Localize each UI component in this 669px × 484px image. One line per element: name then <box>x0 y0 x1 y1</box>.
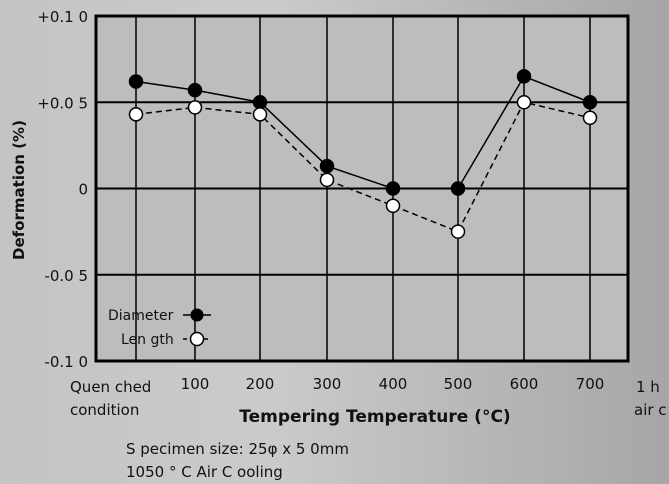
series-0-point-0 <box>128 74 144 89</box>
series-0-point-5 <box>450 181 466 196</box>
series-0-point-4 <box>385 181 401 196</box>
annotation-air: air c <box>634 401 667 419</box>
series-1-point-1 <box>187 100 203 115</box>
legend: Diameter Len gth <box>108 308 211 348</box>
series-0-point-6 <box>516 69 532 84</box>
series-line-0 <box>135 75 591 190</box>
series-1-point-0 <box>128 107 144 122</box>
series-line-1 <box>135 101 591 233</box>
y-tick-labels: +0.1 0 +0.0 5 0 -0.0 5 -0.1 0 <box>37 8 88 371</box>
series-0-point-1 <box>187 82 203 98</box>
annotation-1h: 1 h <box>636 378 660 396</box>
y-tick-label-3: -0.0 5 <box>44 267 88 285</box>
x-axis-label: Tempering Temperature (°C) <box>239 407 510 427</box>
x-tick-label-0-0: Quen ched <box>70 378 151 396</box>
series-1-point-7 <box>582 110 598 126</box>
y-tick-label-0: +0.1 0 <box>37 8 88 26</box>
note-cooling: 1050 ° C Air C ooling <box>126 463 283 481</box>
legend-marker-length <box>189 331 205 347</box>
legend-label-length: Len gth <box>121 332 174 348</box>
legend-label-diameter: Diameter <box>108 308 174 324</box>
series-1-point-6 <box>516 95 532 110</box>
x-tick-label-7: 700 <box>576 375 605 393</box>
legend-marker-diameter <box>190 308 204 322</box>
y-tick-label-1: +0.0 5 <box>37 94 88 112</box>
series-1-point-5 <box>450 224 466 239</box>
plot-frame <box>94 14 630 363</box>
x-tick-label-3: 300 <box>313 375 342 393</box>
x-tick-label-5: 500 <box>444 375 473 393</box>
y-axis-label: Deformation (%) <box>10 120 28 260</box>
series-1-point-4 <box>385 198 401 213</box>
x-tick-label-4: 400 <box>379 375 408 393</box>
x-tick-labels: Quen ched condition 100 200 300 400 500 600 700 <box>70 375 604 419</box>
series-0-point-7 <box>582 95 598 110</box>
y-tick-label-2: 0 <box>78 181 88 199</box>
y-tick-label-4: -0.1 0 <box>44 353 88 371</box>
x-tick-label-0-1: condition <box>70 401 139 419</box>
x-tick-label-1: 100 <box>181 375 210 393</box>
series-layer <box>128 69 598 239</box>
series-1-point-3 <box>319 172 335 188</box>
series-0-point-3 <box>319 158 335 174</box>
x-tick-label-6: 600 <box>510 375 539 393</box>
note-specimen-size: S pecimen size: 25φ x 5 0mm <box>126 440 349 458</box>
series-1-point-2 <box>252 107 268 122</box>
x-tick-label-2: 200 <box>246 375 275 393</box>
series-0-point-2 <box>252 95 268 110</box>
